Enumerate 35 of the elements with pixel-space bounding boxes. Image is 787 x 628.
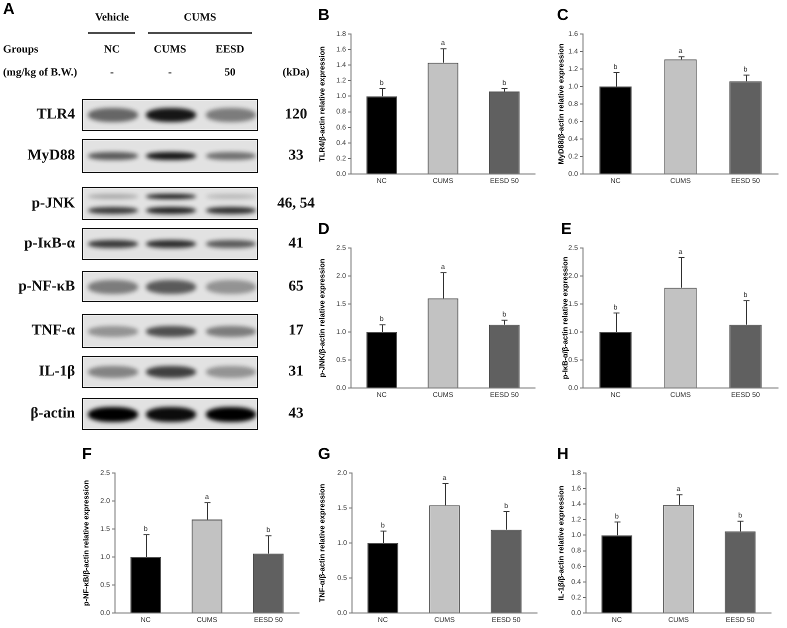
chart-title: B <box>318 7 330 24</box>
category-label: CUMS <box>154 44 186 56</box>
text: (kDa) <box>282 66 310 78</box>
category-label: MyD88 <box>28 148 75 164</box>
chart-title: C <box>557 7 569 24</box>
category-label: EESD <box>216 44 244 56</box>
chart-title: G <box>318 446 330 464</box>
category-label: 120 <box>284 106 308 122</box>
category-label: 31 <box>288 364 304 380</box>
category-label: TNF-α <box>32 322 75 338</box>
chart-title: E <box>561 221 572 238</box>
text: - <box>168 66 172 78</box>
text: Groups <box>3 44 38 56</box>
category-label: IL-1β <box>38 364 75 380</box>
category-label: 33 <box>288 148 304 164</box>
text: 50 <box>224 66 236 78</box>
category-label: p-JNK <box>32 195 75 211</box>
category-label: p-NF-κB <box>18 278 75 294</box>
text: A <box>3 1 15 18</box>
text: CUMS <box>184 12 216 24</box>
category-label: 41 <box>288 236 304 252</box>
category-label: 46, 54 <box>277 195 315 211</box>
category-label: β-actin <box>30 406 75 422</box>
category-label: 65 <box>288 278 304 294</box>
category-label: TLR4 <box>36 106 75 122</box>
text: Vehicle <box>95 12 129 24</box>
chart-title: H <box>557 446 569 464</box>
chart-title: D <box>318 221 330 238</box>
text: - <box>110 66 114 78</box>
text: (mg/kg of B.W.) <box>3 66 78 78</box>
category-label: NC <box>104 44 120 56</box>
chart-title: F <box>82 446 92 464</box>
category-label: 43 <box>288 406 304 422</box>
category-label: p-IκB-α <box>24 236 75 252</box>
category-label: 17 <box>288 322 304 338</box>
